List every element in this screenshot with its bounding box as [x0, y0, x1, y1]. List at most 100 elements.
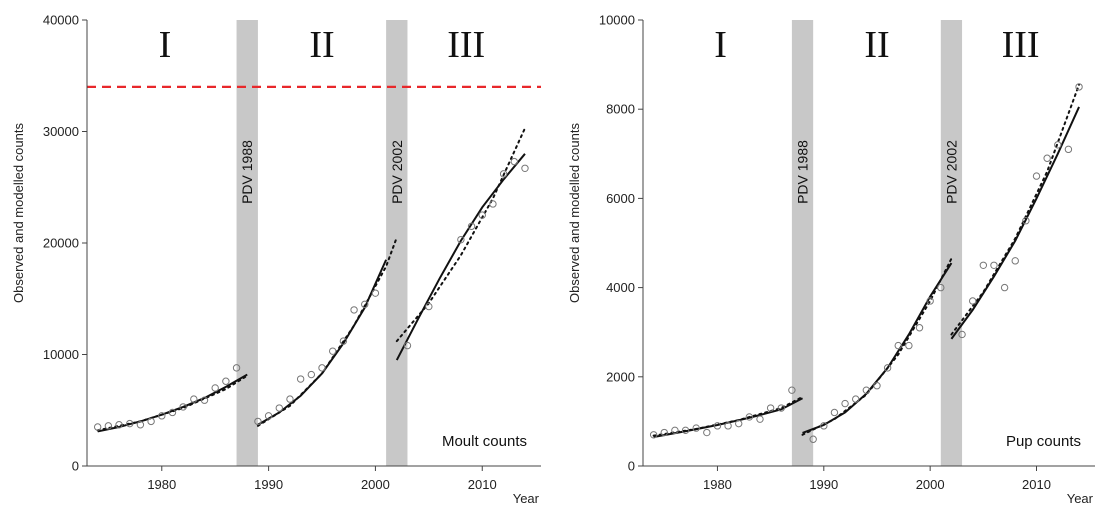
y-tick-label: 2000: [606, 369, 635, 384]
y-tick-label: 6000: [606, 191, 635, 206]
observed-point: [339, 337, 348, 345]
observed-point: [361, 300, 369, 309]
observed-point: [457, 235, 465, 244]
observed-point: [894, 341, 902, 350]
y-axis-label: Observed and modelled counts: [567, 123, 582, 303]
x-tick-label: 1980: [147, 477, 176, 492]
observed-point: [649, 431, 658, 439]
observed-point: [478, 211, 486, 219]
observed-point: [873, 382, 881, 390]
observed-point: [926, 297, 934, 305]
panel-label: Pup counts: [1006, 433, 1081, 450]
observed-point: [1000, 283, 1009, 292]
pdv-band: [386, 20, 408, 466]
observed-point: [222, 377, 230, 385]
observed-point: [788, 386, 796, 394]
observed-point: [1011, 257, 1019, 265]
observed-point: [1032, 172, 1041, 180]
observed-point: [211, 384, 219, 392]
observed-point: [521, 164, 529, 172]
observed-point: [115, 421, 123, 429]
y-tick-label: 0: [628, 459, 635, 474]
y-tick-label: 40000: [43, 13, 79, 28]
period-label: I: [159, 24, 172, 66]
observed-point: [126, 419, 134, 428]
y-axis-label: Observed and modelled counts: [11, 123, 26, 303]
pdv-band: [791, 20, 814, 466]
period-label: I: [714, 24, 727, 66]
pup-counts-panel: 0 2000 4000 6000 8000 10000 1980 1990 2000 2010 Ob…: [567, 13, 1095, 505]
period-label: III: [1002, 24, 1040, 66]
observed-point: [1043, 154, 1051, 162]
x-axis-label: Year: [513, 491, 540, 505]
observed-point: [692, 424, 700, 432]
observed-point: [745, 413, 754, 421]
observed-point: [756, 415, 764, 423]
observed-point: [296, 375, 305, 383]
x-tick-label: 2000: [361, 477, 390, 492]
observed-point: [307, 370, 316, 379]
observed-point: [713, 422, 722, 430]
x-tick-label: 2010: [1022, 477, 1051, 492]
observed-point: [179, 403, 187, 411]
observed-point: [425, 302, 433, 311]
observed-point: [232, 364, 241, 372]
observed-point: [371, 289, 380, 297]
period-label: III: [447, 24, 485, 66]
observed-point: [1054, 141, 1062, 149]
observed-point: [350, 306, 358, 314]
observed-point: [1022, 217, 1030, 225]
observed-point: [958, 330, 966, 339]
solid-model-line: [950, 106, 1080, 340]
observed-point: [168, 408, 177, 417]
observed-point: [510, 157, 518, 166]
observed-point: [136, 421, 145, 429]
dotted-model-line: [950, 83, 1081, 336]
y-tick-label: 30000: [43, 124, 79, 139]
x-axis-label: Year: [1067, 491, 1094, 505]
solid-model-line: [802, 262, 953, 434]
x-tick-label: 2010: [468, 477, 497, 492]
observed-point: [968, 297, 977, 305]
observed-point: [703, 428, 711, 437]
observed-point: [158, 412, 166, 420]
observed-point: [820, 422, 828, 430]
observed-point: [104, 422, 113, 430]
observed-point: [841, 399, 849, 408]
observed-point: [905, 341, 913, 350]
observed-point: [254, 417, 262, 426]
pdv-band: [236, 20, 258, 466]
dotted-model-line: [256, 236, 398, 427]
observed-point: [937, 283, 945, 292]
observed-point: [403, 341, 412, 350]
pdv-band: [940, 20, 963, 466]
dotted-model-line: [801, 257, 953, 436]
dotted-model-line: [652, 395, 804, 437]
observed-point: [681, 426, 690, 435]
observed-point: [328, 347, 337, 355]
observed-point: [883, 364, 892, 372]
pdv-band-label: PDV 1988: [795, 140, 811, 204]
observed-point: [777, 404, 785, 412]
observed-point: [264, 412, 273, 420]
solid-model-line: [97, 373, 248, 433]
observed-point: [671, 426, 679, 435]
period-label: II: [864, 24, 889, 66]
x-tick-label: 1990: [254, 477, 283, 492]
observed-point: [467, 222, 476, 230]
observed-point: [275, 404, 283, 412]
solid-model-line: [257, 259, 388, 426]
observed-point: [93, 423, 102, 431]
observed-point: [1064, 145, 1073, 154]
observed-point: [1075, 83, 1083, 91]
observed-point: [660, 428, 668, 437]
observed-point: [735, 419, 743, 428]
solid-model-line: [395, 153, 526, 361]
observed-point: [979, 261, 988, 269]
y-tick-label: 4000: [606, 280, 635, 295]
y-tick-label: 8000: [606, 102, 635, 117]
observed-point: [147, 417, 155, 426]
observed-point: [830, 408, 839, 417]
x-tick-label: 1980: [703, 477, 732, 492]
